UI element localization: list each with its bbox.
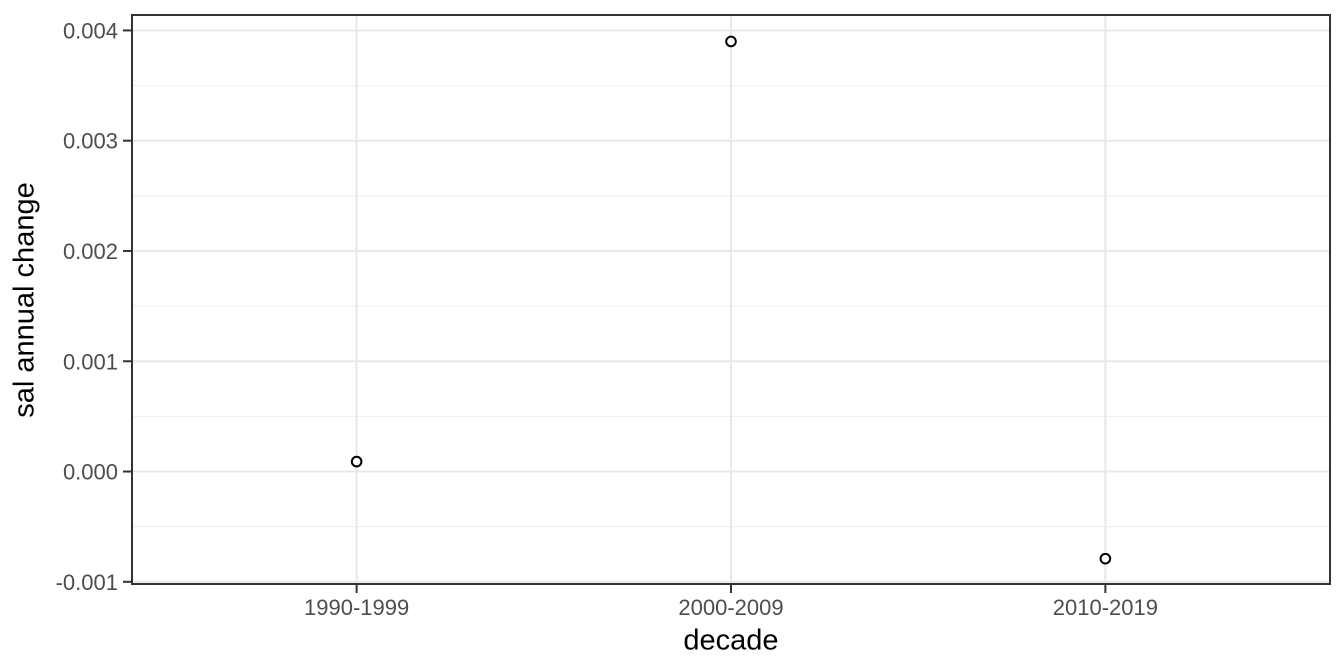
- y-tick-label: 0.001: [63, 349, 118, 374]
- y-tick-label: 0.000: [63, 460, 118, 485]
- panel-border: [131, 14, 1331, 585]
- data-point: [1099, 552, 1112, 565]
- y-tick-label: 0.002: [63, 239, 118, 264]
- y-tick-label: 0.003: [63, 129, 118, 154]
- x-tick-label: 2010-2019: [1053, 595, 1158, 620]
- y-tick-label: 0.004: [63, 18, 118, 43]
- x-axis-title: decade: [683, 624, 779, 657]
- y-tick-label: -0.001: [56, 570, 118, 595]
- y-axis-title: sal annual change: [8, 182, 41, 418]
- data-point: [725, 35, 737, 48]
- x-tick-label: 2000-2009: [678, 595, 783, 620]
- x-tick-label: 1990-1999: [304, 595, 409, 620]
- data-point: [350, 455, 363, 468]
